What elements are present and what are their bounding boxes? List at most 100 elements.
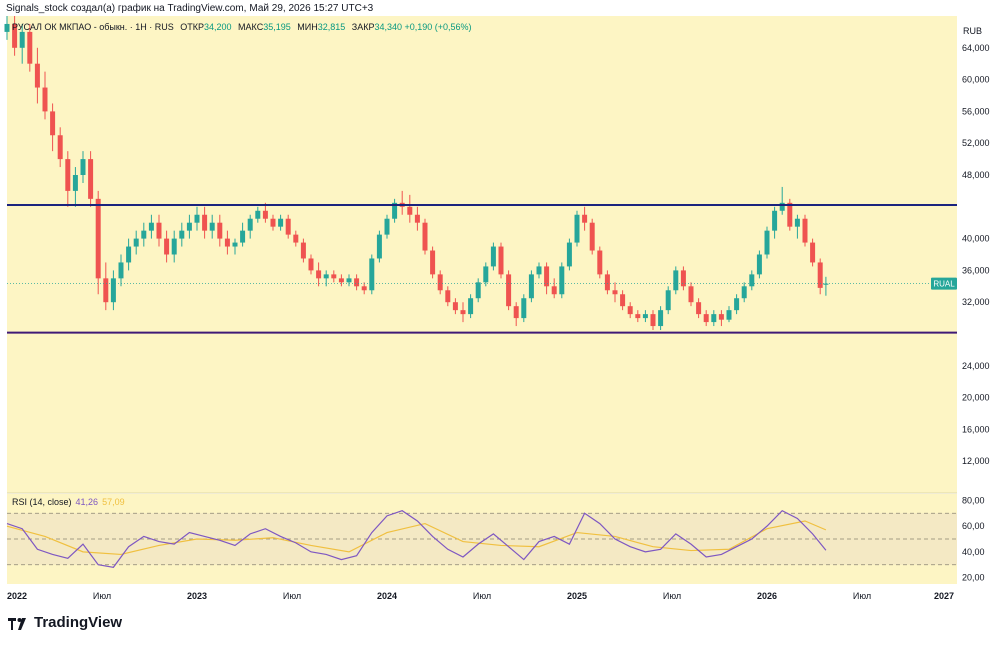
candle-body xyxy=(483,266,489,283)
candle-body xyxy=(232,242,238,247)
candle-body xyxy=(726,310,732,320)
candle-body xyxy=(574,214,580,243)
candle-body xyxy=(650,314,656,327)
candle-body xyxy=(452,302,458,311)
time-tick-label: Июл xyxy=(663,591,681,601)
price-tick-label: 36,000 xyxy=(962,265,990,275)
rsi-title[interactable]: RSI (14, close) xyxy=(12,497,72,507)
candle-body xyxy=(658,310,664,327)
time-tick-label: 2027 xyxy=(934,591,954,601)
high-label: МАКС xyxy=(238,22,264,32)
candle-body xyxy=(57,135,63,160)
candle-body xyxy=(665,290,671,311)
candle-body xyxy=(95,198,101,279)
time-tick-label: Июл xyxy=(473,591,491,601)
candle-body xyxy=(12,23,18,48)
candle-body xyxy=(156,222,162,239)
price-tick-label: 24,000 xyxy=(962,361,990,371)
created-text: создал(а) график на TradingView.com, xyxy=(70,3,247,14)
candle-body xyxy=(475,282,481,299)
candle-body xyxy=(224,238,230,247)
candle-body xyxy=(369,258,375,291)
grid xyxy=(7,512,957,566)
candle-body xyxy=(293,234,299,243)
price-tick-label: 32,000 xyxy=(962,297,990,307)
rsi-tick-label: 60,00 xyxy=(962,521,985,531)
candle-body xyxy=(430,250,436,275)
time-tick-label: Июл xyxy=(283,591,301,601)
candle-body xyxy=(323,274,329,279)
symbol-badge xyxy=(931,277,957,290)
candle-body xyxy=(513,306,519,319)
candle-body xyxy=(627,306,633,315)
time-tick-label: 2026 xyxy=(757,591,777,601)
candle-body xyxy=(171,238,177,255)
open-label: ОТКР xyxy=(180,22,204,32)
candle-body xyxy=(642,314,648,319)
candle-body xyxy=(673,270,679,291)
axes: RUB 64,000 60,000 56,000 52,000 48,000 40,000 3… xyxy=(7,16,1000,606)
candle-body xyxy=(278,218,284,227)
price-tick-label: 52,000 xyxy=(962,138,990,148)
tradingview-brand[interactable]: TradingView xyxy=(8,614,122,631)
candle-body xyxy=(209,222,215,231)
candle-body xyxy=(331,274,337,279)
timestamp: Май 29, 2026 15:27 UTC+3 xyxy=(249,3,374,14)
candle-body xyxy=(680,270,686,287)
candle-body xyxy=(217,222,223,239)
candle-body xyxy=(597,250,603,275)
close-value: 34,340 xyxy=(374,22,402,32)
currency-label: RUB xyxy=(963,26,982,36)
time-tick-label: 2024 xyxy=(377,591,397,601)
candle-body xyxy=(255,210,261,219)
symbol-badge-label: RUAL xyxy=(933,280,955,289)
rsi-tick-label: 40,00 xyxy=(962,547,985,557)
rsi-ma-line xyxy=(6,520,827,556)
candle-body xyxy=(764,230,770,255)
candle-body xyxy=(521,298,527,319)
candle-body xyxy=(354,278,360,287)
candle-body xyxy=(696,302,702,315)
candle-body xyxy=(308,258,314,271)
rsi-ma-value: 57,09 xyxy=(102,497,125,507)
candle-body xyxy=(103,278,109,303)
candle-body xyxy=(779,202,785,211)
candle-body xyxy=(126,246,132,263)
rsi-lines xyxy=(6,509,827,568)
candle-body xyxy=(810,242,816,263)
candle-body xyxy=(582,214,588,223)
candle-body xyxy=(285,218,291,235)
candle-body xyxy=(823,283,829,285)
candle-body xyxy=(4,23,10,32)
candle-body xyxy=(247,218,253,231)
candle-body xyxy=(148,222,154,231)
candle-body xyxy=(338,278,344,283)
candle-body xyxy=(110,278,116,303)
price-tick-label: 16,000 xyxy=(962,424,990,434)
candle-body xyxy=(528,274,534,299)
candle-body xyxy=(756,254,762,275)
brand-name: TradingView xyxy=(34,614,123,631)
candle-body xyxy=(711,314,717,323)
rsi-legend: RSI (14, close) 41,26 57,09 xyxy=(12,497,125,507)
candle-body xyxy=(604,274,610,291)
candle-body xyxy=(141,230,147,239)
candle-body xyxy=(422,222,428,251)
candle-body xyxy=(445,290,451,303)
candle-body xyxy=(34,63,40,88)
candle-body xyxy=(346,278,352,283)
candle-body xyxy=(270,218,276,227)
symbol-info[interactable]: РУСАЛ ОК МКПАО - обыкн. · 1Н · RUS xyxy=(12,22,174,32)
candle-body xyxy=(490,246,496,267)
candle-body xyxy=(612,290,618,295)
candle-body xyxy=(361,286,367,291)
candle-body xyxy=(65,159,71,191)
price-tick-label: 20,000 xyxy=(962,393,990,403)
rsi-tick-label: 20,00 xyxy=(962,573,985,583)
candle-body xyxy=(551,286,557,295)
change-value: +0,190 (+0,56%) xyxy=(404,22,472,32)
candle-body xyxy=(407,206,413,215)
author-name[interactable]: Signals_stock xyxy=(6,3,68,14)
time-tick-label: 2023 xyxy=(187,591,207,601)
